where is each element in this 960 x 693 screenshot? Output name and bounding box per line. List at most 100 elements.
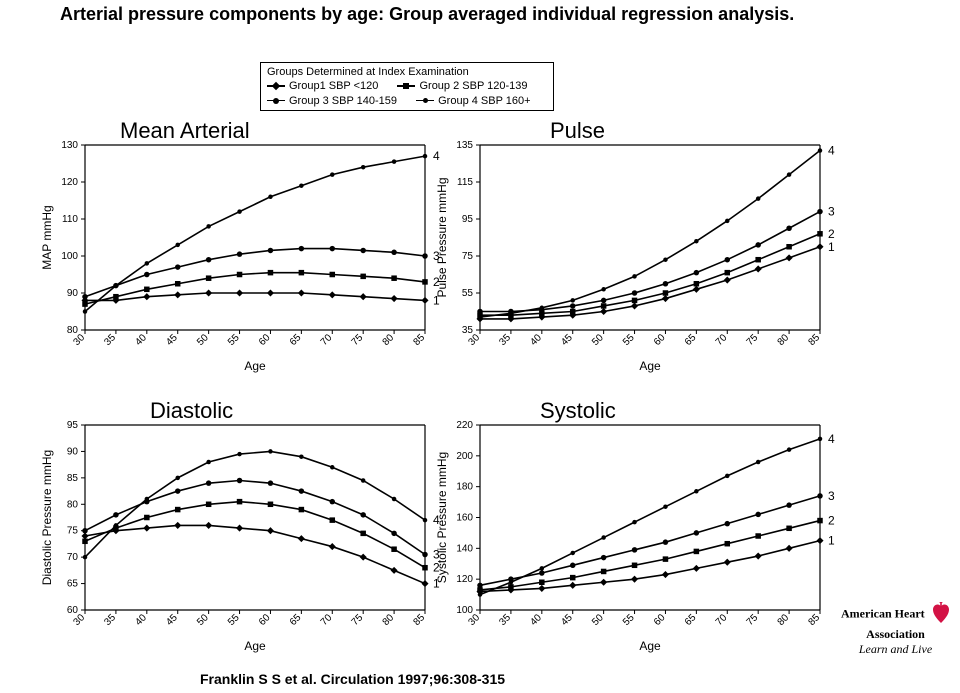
citation: Franklin S S et al. Circulation 1997;96:…	[200, 671, 505, 687]
svg-text:MAP mmHg: MAP mmHg	[41, 205, 54, 269]
svg-text:220: 220	[456, 420, 473, 431]
legend-item-2: Group 2 SBP 120-139	[397, 79, 527, 93]
legend-label: Group 4 SBP 160+	[438, 95, 530, 107]
svg-text:Diastolic Pressure mmHg: Diastolic Pressure mmHg	[41, 450, 54, 585]
svg-text:35: 35	[102, 332, 118, 348]
legend-row-2: Group 3 SBP 140-159 Group 4 SBP 160+	[267, 94, 547, 108]
svg-text:95: 95	[462, 214, 474, 225]
legend-label: Group1 SBP <120	[289, 80, 378, 92]
svg-text:Pulse Pressure mmHg: Pulse Pressure mmHg	[436, 177, 449, 297]
svg-text:75: 75	[462, 251, 474, 262]
legend-label: Group 2 SBP 120-139	[419, 80, 527, 92]
svg-text:130: 130	[61, 140, 78, 151]
svg-text:40: 40	[528, 612, 544, 628]
svg-text:Age: Age	[639, 639, 661, 653]
svg-text:80: 80	[381, 612, 397, 628]
svg-text:40: 40	[133, 332, 149, 348]
svg-text:60: 60	[652, 612, 668, 628]
svg-text:4: 4	[828, 144, 835, 158]
legend-title: Groups Determined at Index Examination	[267, 65, 547, 79]
svg-text:85: 85	[806, 612, 822, 628]
aha-text-mid: Association	[866, 627, 925, 641]
svg-text:45: 45	[559, 612, 575, 628]
svg-text:35: 35	[497, 332, 513, 348]
svg-text:50: 50	[590, 612, 606, 628]
legend-marker-circle-icon	[267, 97, 285, 105]
svg-text:1: 1	[828, 240, 835, 254]
aha-text-top: American Heart	[841, 607, 925, 621]
svg-text:95: 95	[67, 420, 79, 431]
svg-text:35: 35	[102, 612, 118, 628]
legend-marker-square-icon	[397, 82, 415, 90]
svg-text:55: 55	[621, 612, 637, 628]
legend: Groups Determined at Index Examination G…	[260, 62, 554, 111]
svg-text:65: 65	[288, 332, 304, 348]
svg-text:65: 65	[288, 612, 304, 628]
svg-text:120: 120	[456, 574, 473, 585]
svg-text:70: 70	[714, 612, 730, 628]
svg-text:90: 90	[67, 446, 79, 457]
svg-text:80: 80	[776, 332, 792, 348]
legend-label: Group 3 SBP 140-159	[289, 95, 397, 107]
svg-text:2: 2	[828, 514, 835, 528]
svg-text:120: 120	[61, 177, 78, 188]
legend-marker-diamond-icon	[267, 82, 285, 90]
svg-text:100: 100	[61, 251, 78, 262]
svg-text:160: 160	[456, 513, 473, 524]
svg-text:85: 85	[67, 473, 79, 484]
svg-text:60: 60	[257, 332, 273, 348]
svg-text:140: 140	[456, 543, 473, 554]
svg-text:75: 75	[745, 332, 761, 348]
svg-text:65: 65	[683, 612, 699, 628]
svg-text:Age: Age	[244, 359, 266, 373]
svg-text:3: 3	[828, 205, 835, 219]
svg-text:100: 100	[456, 605, 473, 616]
svg-text:45: 45	[164, 332, 180, 348]
svg-text:70: 70	[714, 332, 730, 348]
chart-pulse: 35557595115135303540455055606570758085Ag…	[436, 137, 846, 378]
svg-text:Age: Age	[639, 359, 661, 373]
chart-diastolic: 6065707580859095303540455055606570758085…	[41, 417, 451, 658]
page-root: Arterial pressure components by age: Gro…	[0, 0, 960, 693]
svg-text:70: 70	[319, 332, 335, 348]
svg-text:45: 45	[559, 332, 575, 348]
svg-text:60: 60	[257, 612, 273, 628]
svg-text:75: 75	[350, 332, 366, 348]
svg-text:75: 75	[67, 526, 79, 537]
svg-text:90: 90	[67, 288, 79, 299]
svg-text:80: 80	[776, 612, 792, 628]
svg-text:135: 135	[456, 140, 473, 151]
svg-text:85: 85	[411, 612, 427, 628]
svg-text:3: 3	[828, 489, 835, 503]
svg-text:60: 60	[652, 332, 668, 348]
svg-text:110: 110	[62, 214, 78, 225]
svg-text:200: 200	[456, 451, 473, 462]
svg-text:1: 1	[828, 534, 835, 548]
svg-text:55: 55	[621, 332, 637, 348]
svg-text:85: 85	[806, 332, 822, 348]
svg-text:45: 45	[164, 612, 180, 628]
legend-item-1: Group1 SBP <120	[267, 79, 378, 93]
aha-logo: American Heart Association Learn and Liv…	[841, 602, 950, 657]
svg-text:180: 180	[456, 482, 473, 493]
svg-text:80: 80	[381, 332, 397, 348]
svg-text:80: 80	[67, 499, 79, 510]
legend-marker-dot-icon	[416, 97, 434, 105]
chart-mean-arterial: 8090100110120130303540455055606570758085…	[41, 137, 451, 378]
aha-text-bottom: Learn and Live	[859, 642, 932, 656]
svg-text:115: 115	[457, 177, 473, 188]
svg-text:2: 2	[828, 227, 835, 241]
svg-text:Systolic Pressure mmHg: Systolic Pressure mmHg	[436, 452, 449, 583]
svg-text:65: 65	[683, 332, 699, 348]
chart-systolic: 1001201401601802002203035404550556065707…	[436, 417, 846, 658]
svg-text:55: 55	[226, 332, 242, 348]
heart-torch-icon	[932, 602, 950, 627]
svg-text:75: 75	[350, 612, 366, 628]
svg-text:50: 50	[195, 612, 211, 628]
svg-text:40: 40	[133, 612, 149, 628]
svg-text:55: 55	[226, 612, 242, 628]
legend-item-3: Group 3 SBP 140-159	[267, 94, 397, 108]
svg-text:40: 40	[528, 332, 544, 348]
legend-item-4: Group 4 SBP 160+	[416, 94, 530, 108]
svg-text:75: 75	[745, 612, 761, 628]
